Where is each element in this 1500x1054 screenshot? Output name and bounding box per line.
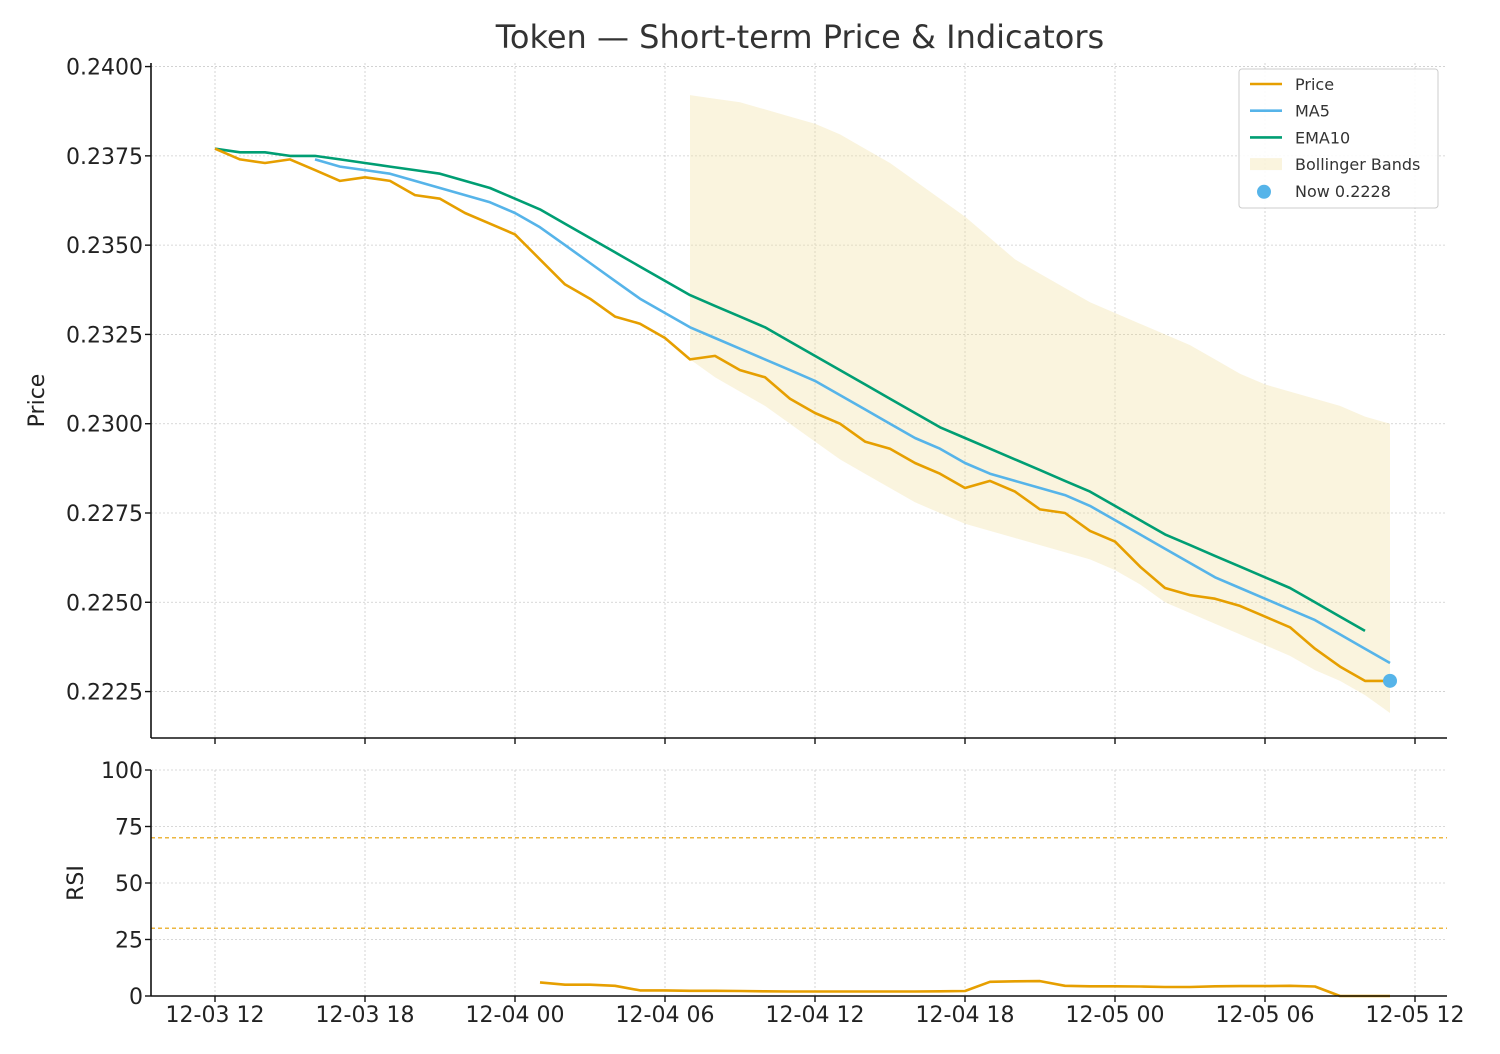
price-y-tick-label: 0.2350 — [66, 234, 143, 259]
series-line-ema10 — [214, 147, 1366, 633]
legend-label-price: Price — [1295, 75, 1334, 94]
price-y-tick-label: 0.2375 — [66, 145, 143, 170]
legend-label-now: Now 0.2228 — [1295, 182, 1391, 201]
legend-label-ma5: MA5 — [1295, 102, 1330, 121]
x-tick-label: 12-04 18 — [916, 1003, 1015, 1028]
x-tick-label: 12-04 00 — [466, 1003, 565, 1028]
price-y-tick-label: 0.2275 — [66, 502, 143, 527]
price-y-tick-label: 0.2225 — [66, 681, 143, 706]
price-panel: 0.2225 0.2250 0.2275 0.2300 0.2325 0.2350 0.23… — [25, 56, 1447, 744]
rsi-y-tick-label: 25 — [115, 929, 143, 954]
legend-swatch-now — [1257, 184, 1271, 199]
price-y-tick-label: 0.2250 — [66, 591, 143, 616]
series-line-price — [214, 147, 1390, 683]
legend: Price MA5 EMA10 Bollinger Bands Now 0.2228 — [1238, 68, 1439, 209]
x-tick-label: 12-05 00 — [1066, 1003, 1165, 1028]
price-y-tick-label: 0.2300 — [66, 413, 143, 438]
price-y-tick-label: 0.2325 — [66, 323, 143, 348]
x-tick-label: 12-04 12 — [766, 1003, 865, 1028]
price-y-tick-label: 0.2400 — [66, 56, 143, 81]
bollinger-band-area — [690, 95, 1390, 714]
rsi-panel: 0 25 50 75 100 12-03 12 12-03 18 12-04 00 12-04 … — [64, 759, 1464, 1028]
series-line-ma5 — [314, 158, 1391, 665]
legend-box — [1238, 68, 1439, 209]
x-tick-label: 12-04 06 — [616, 1003, 715, 1028]
rsi-y-tick-label: 50 — [115, 872, 143, 897]
x-tick-label: 12-03 18 — [316, 1003, 415, 1028]
x-tick-label: 12-03 12 — [166, 1003, 265, 1028]
price-y-axis-title: Price — [25, 374, 50, 428]
rsi-y-tick-label: 0 — [129, 985, 143, 1010]
rsi-y-axis-title: RSI — [64, 865, 89, 901]
now-marker-point — [1383, 673, 1397, 688]
rsi-y-tick-label: 75 — [115, 816, 143, 841]
legend-swatch-bollinger-bands — [1250, 158, 1282, 171]
rsi-line — [539, 979, 1390, 998]
chart-title: Token — Short-term Price & Indicators — [495, 18, 1104, 56]
legend-label-ema10: EMA10 — [1295, 128, 1350, 147]
x-tick-label: 12-05 12 — [1366, 1003, 1465, 1028]
legend-label-bollinger-bands: Bollinger Bands — [1295, 155, 1420, 174]
x-tick-label: 12-05 06 — [1216, 1003, 1315, 1028]
rsi-y-tick-label: 100 — [101, 759, 143, 784]
